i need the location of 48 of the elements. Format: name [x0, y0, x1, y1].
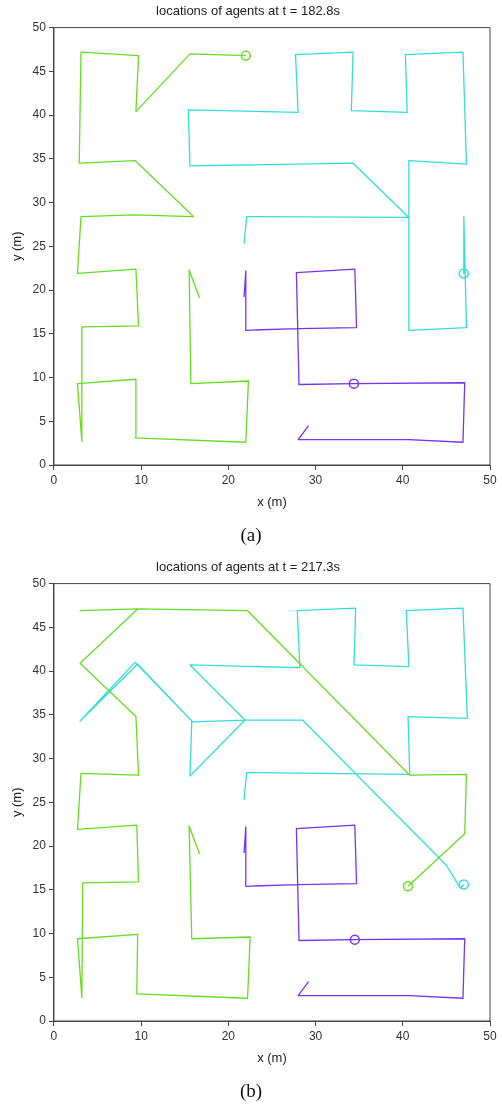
y-tick-label: 0 — [39, 457, 47, 472]
x-tick-label: 20 — [221, 472, 236, 487]
y-tick-label: 40 — [32, 107, 47, 122]
y-tick-label: 5 — [39, 413, 47, 428]
text: (b) — [238, 1079, 264, 1103]
x-axis-title: x (m) — [257, 493, 287, 509]
y-tick-label: 45 — [32, 63, 47, 78]
y-axis-title: y (m) — [9, 231, 25, 262]
y-tick-label: 15 — [32, 326, 47, 341]
y-tick-label: 20 — [32, 282, 47, 297]
x-tick-label: 40 — [396, 472, 410, 487]
point — [402, 881, 414, 892]
text: (a) — [239, 523, 263, 547]
y-tick-label: 5 — [39, 969, 47, 984]
y-tick-label: 50 — [32, 19, 47, 34]
y-axis-title: y (m) — [9, 787, 25, 818]
y-tick-label: 30 — [32, 194, 47, 209]
y-tick-label: 45 — [32, 619, 47, 634]
chart-title: locations of agents at t = 182.8s — [156, 3, 341, 19]
x-tick-label: 30 — [308, 1028, 323, 1043]
y-tick-label: 35 — [32, 151, 47, 166]
y-tick-label: 10 — [32, 925, 47, 940]
y-tick-label: 10 — [32, 369, 47, 384]
y-tick-label: 30 — [32, 750, 47, 765]
y-tick-label: 50 — [32, 575, 47, 590]
chart-title: locations of agents at t = 217.3s — [156, 559, 341, 575]
x-axis-title: x (m) — [257, 1049, 287, 1065]
x-tick-label: 50 — [483, 1028, 497, 1043]
x-tick-label: 40 — [396, 1028, 410, 1043]
x-tick-label: 20 — [221, 1028, 236, 1043]
y-tick-label: 20 — [32, 838, 47, 853]
x-tick-label: 0 — [50, 1028, 58, 1043]
x-tick-label: 10 — [134, 1028, 149, 1043]
y-tick-label: 15 — [32, 882, 47, 897]
point — [348, 378, 360, 389]
point — [240, 50, 252, 61]
x-tick-label: 10 — [134, 472, 149, 487]
point — [458, 879, 470, 890]
point — [458, 268, 470, 279]
x-tick-label: 50 — [483, 472, 497, 487]
y-tick-label: 25 — [32, 238, 47, 253]
y-tick-label: 35 — [32, 707, 47, 722]
y-tick-label: 0 — [39, 1013, 47, 1028]
y-tick-label: 40 — [32, 663, 47, 678]
point — [349, 934, 361, 945]
x-tick-label: 30 — [308, 472, 323, 487]
x-tick-label: 0 — [50, 472, 58, 487]
y-tick-label: 25 — [32, 794, 47, 809]
